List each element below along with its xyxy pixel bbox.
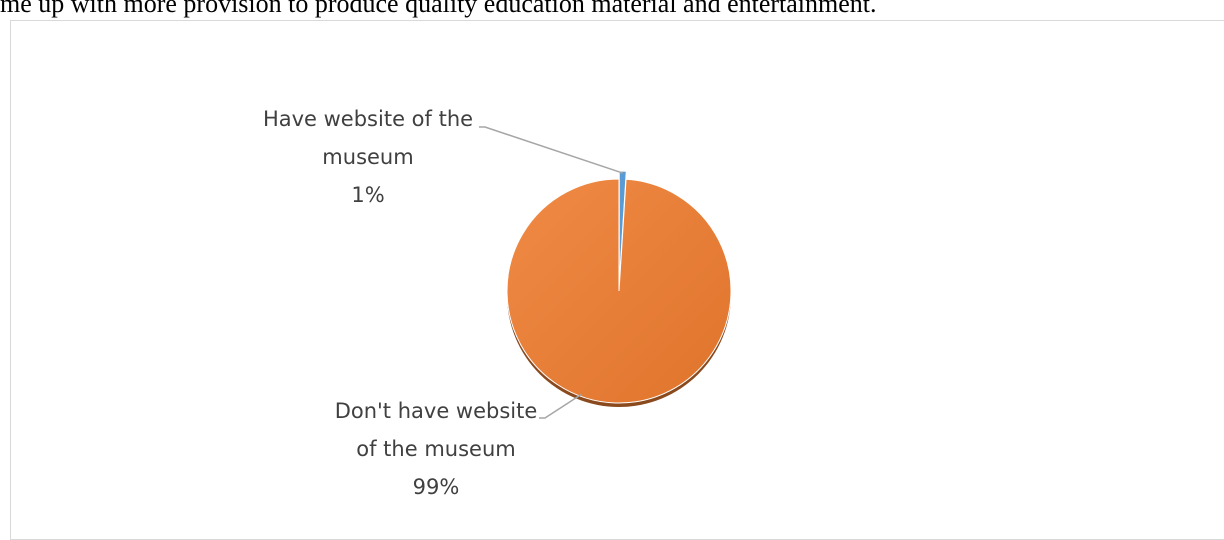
slice-label-2-line-2: of the museum bbox=[356, 437, 515, 461]
pie-slice-2 bbox=[506, 178, 732, 404]
slice-label-1-line-1: Have website of the bbox=[263, 107, 473, 131]
slice-label-2-line-3: 99% bbox=[413, 475, 460, 499]
slice-label-2-line-1: Don't have website bbox=[335, 399, 538, 423]
slice-label-1-line-2: museum bbox=[322, 145, 413, 169]
slice-label-1-line-3: 1% bbox=[351, 183, 384, 207]
leader-line-2 bbox=[539, 393, 582, 419]
document-text-line: me up with more provision to produce qua… bbox=[0, 0, 877, 18]
pie-chart: Have website of the museum 1% Don't have we… bbox=[263, 107, 732, 499]
leader-line-1 bbox=[479, 126, 623, 174]
